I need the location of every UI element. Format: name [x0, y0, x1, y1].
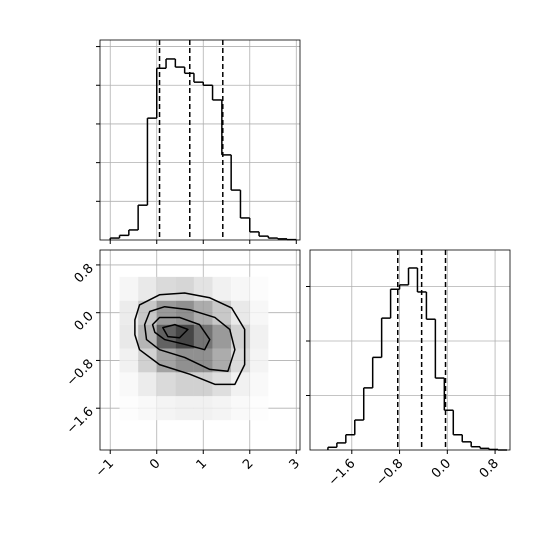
density-cell	[119, 300, 139, 325]
density-cell	[193, 348, 213, 373]
density-cell	[175, 348, 194, 373]
density-cell	[231, 396, 250, 421]
density-cell	[249, 324, 269, 349]
density-cell	[212, 300, 232, 325]
y-tick-label: 0.0	[72, 309, 97, 334]
contour	[162, 323, 189, 339]
density-cell	[231, 372, 250, 397]
density-cell	[156, 276, 176, 301]
density-cell	[119, 276, 139, 301]
density-cell	[138, 324, 157, 349]
x-tick-label: 0.0	[429, 456, 454, 481]
density-cell	[138, 372, 157, 397]
step-connector	[109, 58, 298, 240]
x-tick-label: 0.8	[477, 456, 502, 481]
density-cell	[175, 276, 194, 301]
density-cell	[212, 324, 232, 349]
density-cell	[156, 396, 176, 421]
density-cell	[193, 324, 213, 349]
x-tick-label: 1	[194, 456, 210, 472]
density-cell	[156, 324, 176, 349]
density-cell	[156, 300, 176, 325]
density-cell	[138, 276, 157, 301]
density-cell	[212, 396, 232, 421]
panel	[96, 39, 301, 244]
step-connector	[327, 267, 499, 450]
x-tick-label: 3	[287, 456, 303, 472]
density-cell	[119, 348, 139, 373]
panel: −1.6 −0.8 0.0 0.8	[306, 249, 511, 489]
x-tick-label: −1	[93, 456, 117, 480]
contour	[134, 292, 246, 386]
density-cell	[193, 372, 213, 397]
density-cell	[249, 300, 269, 325]
x-tick-label: −0.8	[373, 456, 406, 489]
contour	[151, 316, 211, 351]
density-cell	[175, 396, 194, 421]
density-cell	[231, 300, 250, 325]
density-cell	[138, 348, 157, 373]
density-cell	[212, 276, 232, 301]
density-cell	[119, 324, 139, 349]
density-cell	[175, 300, 194, 325]
plot-frame	[99, 249, 301, 451]
plot-area	[310, 250, 510, 450]
density-cell	[175, 372, 194, 397]
y-tick-label: −1.6	[64, 404, 97, 437]
density-cell	[249, 372, 269, 397]
density-cell	[156, 372, 176, 397]
density-cell	[119, 396, 139, 421]
y-tick-label: 0.8	[72, 261, 97, 286]
density-cell	[156, 348, 176, 373]
x-tick-label: 2	[240, 456, 256, 472]
density-cell	[119, 372, 139, 397]
x-tick-label: −1.6	[326, 456, 359, 489]
density-cell	[193, 276, 213, 301]
density-cell	[249, 276, 269, 301]
panel: −1 0 1 2 3 −1.6 −0.8 0.0 0.8	[64, 249, 303, 480]
density-cell	[249, 348, 269, 373]
density-cell	[193, 396, 213, 421]
density-cell	[138, 300, 157, 325]
contour	[143, 305, 236, 372]
density-cell	[249, 396, 269, 421]
plot-frame	[309, 249, 511, 451]
density-cell	[193, 300, 213, 325]
x-tick-label: 0	[147, 456, 163, 472]
plot-frame	[99, 39, 301, 241]
density-cell	[138, 396, 157, 421]
density-cell	[231, 276, 250, 301]
y-tick-label: −0.8	[64, 357, 97, 390]
plot-area	[100, 40, 300, 240]
density-cell	[212, 348, 232, 373]
